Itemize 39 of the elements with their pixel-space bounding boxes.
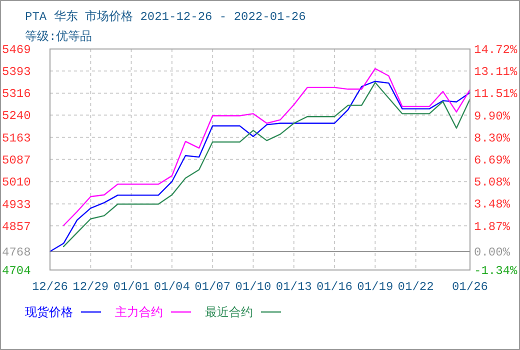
x-tick-label: 01/16 (316, 280, 353, 294)
x-tick-label: 01/13 (276, 280, 312, 294)
x-tick-label: 12/26 (32, 280, 68, 294)
y2-tick-label: -1.34% (474, 264, 518, 278)
y-tick-label: 5469 (2, 43, 31, 57)
y-tick-label: 5087 (2, 153, 31, 168)
y-tick-label: 5163 (2, 131, 31, 146)
y2-tick-label: 6.69% (474, 154, 511, 168)
legend-label: 现货价格 (25, 306, 73, 320)
legend-label: 最近合约 (205, 306, 253, 320)
chart-subtitle: 等级:优等品 (25, 30, 92, 44)
x-tick-label: 01/19 (357, 280, 394, 294)
line-series (62, 68, 471, 226)
y2-tick-label: 9.90% (474, 109, 511, 124)
x-tick-label: 01/22 (398, 280, 434, 294)
y-tick-label: 5316 (2, 87, 31, 102)
y2-tick-label: 11.51% (474, 87, 518, 102)
y-tick-label: 4857 (2, 220, 31, 234)
y2-tick-label: 13.11% (474, 65, 518, 80)
y2-tick-label: 8.30% (474, 131, 511, 146)
y-tick-label: 5393 (2, 64, 31, 79)
y2-tick-label: 1.87% (474, 220, 511, 234)
x-tick-label: 01/07 (194, 280, 231, 294)
y-tick-label: 4768 (2, 246, 31, 260)
x-tick-label: 12/29 (72, 280, 109, 294)
legend-label: 主力合约 (115, 305, 163, 320)
y-tick-label: 5240 (2, 109, 31, 124)
x-tick-label: 01/10 (235, 280, 272, 294)
y2-tick-label: 14.72% (474, 43, 518, 57)
y2-tick-label: 0.00% (474, 246, 511, 260)
x-tick-label: 01/01 (113, 280, 150, 294)
x-tick-label: 01/04 (154, 280, 190, 294)
y-tick-label: 5010 (2, 176, 31, 190)
x-tick-label: 01/26 (452, 280, 488, 294)
chart-title: PTA 华东 市场价格 2021-12-26 - 2022-01-26 (25, 9, 306, 24)
y-tick-label: 4704 (2, 264, 31, 278)
y-tick-label: 4933 (2, 198, 31, 212)
y2-tick-label: 3.48% (474, 198, 511, 212)
y2-tick-label: 5.08% (474, 176, 511, 190)
